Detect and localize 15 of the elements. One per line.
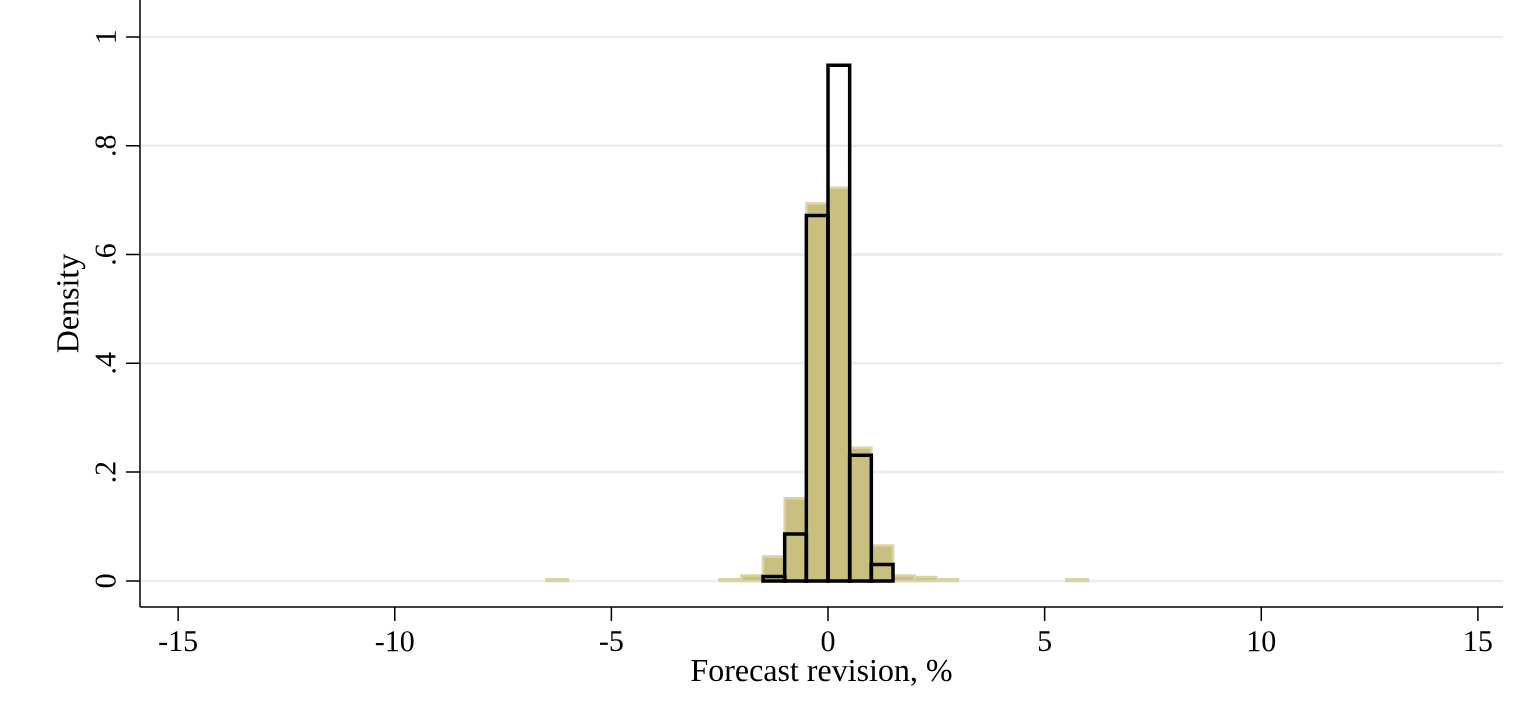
x-tick-label: 5 <box>1038 631 1051 652</box>
x-axis-title: Forecast revision, % <box>691 659 952 686</box>
x-tick-label: 15 <box>1465 631 1492 652</box>
y-tick-label: 1 <box>95 31 116 42</box>
y-tick-label: .4 <box>95 352 116 373</box>
x-tick-label: -5 <box>600 631 623 652</box>
x-tick-label: -10 <box>375 631 414 652</box>
x-tick-label: 10 <box>1248 631 1276 652</box>
y-tick-label: .2 <box>95 462 116 482</box>
x-tick-label: 0 <box>821 631 835 652</box>
x-tick-label: -15 <box>159 631 197 652</box>
y-axis-title: Density <box>57 253 86 353</box>
y-tick-label: .8 <box>95 135 116 156</box>
y-tick-label: .6 <box>95 244 116 264</box>
y-tick-label: 0 <box>95 574 116 588</box>
